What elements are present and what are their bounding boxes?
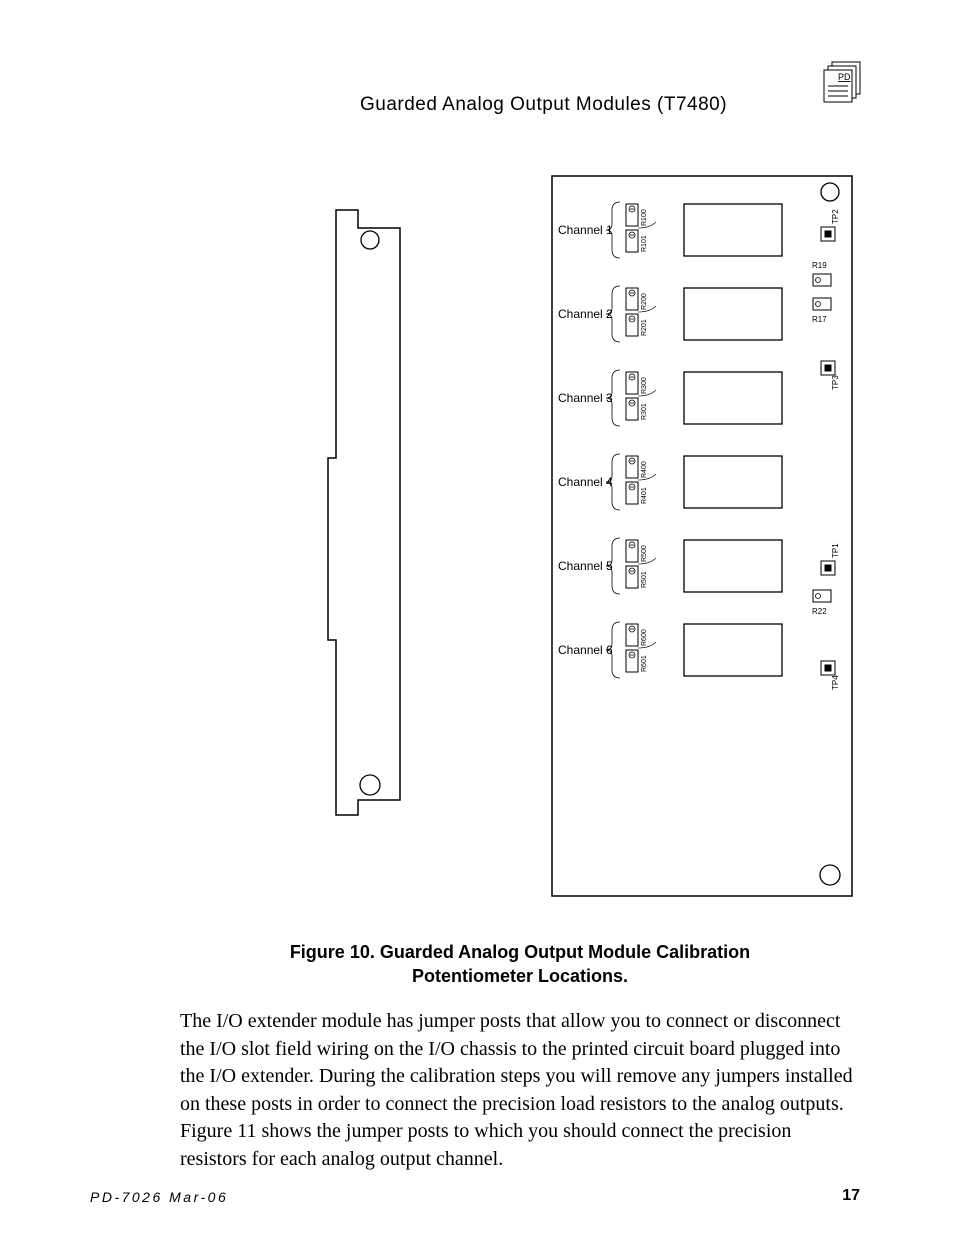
resistor [813, 274, 831, 286]
test-point: TP4 [821, 661, 840, 690]
header-title: Guarded Analog Output Modules (T7480) [360, 94, 727, 116]
potentiometer: R600 [626, 624, 648, 646]
mounting-hole [361, 231, 379, 249]
ref-designator: R300 [641, 377, 648, 394]
ref-designator: R400 [641, 461, 648, 478]
test-point: TP2 [821, 209, 840, 241]
channel-label: Channel 3 [558, 391, 613, 405]
channel-brace [606, 622, 620, 678]
mounting-hole [360, 775, 380, 795]
channel-label: Channel 4 [558, 475, 613, 489]
tp-label: TP1 [831, 543, 840, 558]
caption-line-1: Figure 10. Guarded Analog Output Module … [290, 942, 750, 962]
resistor [813, 298, 831, 310]
potentiometer: R301 [626, 398, 648, 420]
footer-doc-id: PD-7026 Mar-06 [90, 1189, 228, 1205]
mounting-hole [821, 183, 839, 201]
ref-designator: R600 [641, 629, 648, 646]
ref-designator: R22 [812, 607, 827, 616]
potentiometer: R601 [626, 650, 648, 672]
channel-label: Channel 6 [558, 643, 613, 657]
potentiometer: R401 [626, 482, 648, 504]
tp-label: TP2 [831, 209, 840, 224]
potentiometer: R300 [626, 372, 648, 394]
mounting-hole [820, 865, 840, 885]
footer-page-number: 17 [842, 1187, 860, 1205]
potentiometer: R201 [626, 314, 648, 336]
ic-chip [684, 456, 782, 508]
figure-caption: Figure 10. Guarded Analog Output Module … [180, 940, 860, 989]
board-outline [328, 210, 400, 815]
ref-designator: R101 [641, 235, 648, 252]
ref-designator: R500 [641, 545, 648, 562]
channel-brace [606, 538, 620, 594]
channel-brace [606, 202, 620, 258]
potentiometer: R500 [626, 540, 648, 562]
body-paragraph: The I/O extender module has jumper posts… [180, 1008, 860, 1174]
potentiometer: R100 [626, 204, 648, 226]
pd-icon: PD [820, 60, 864, 109]
test-point: TP1 [821, 543, 840, 575]
page: Guarded Analog Output Modules (T7480) PD… [0, 0, 954, 1235]
potentiometer: R101 [626, 230, 648, 252]
ref-designator: R17 [812, 315, 827, 324]
ref-designator: R100 [641, 209, 648, 226]
tp-label: TP3 [831, 375, 840, 390]
figure-diagram: Channel 1 R100 R101 Channel 2 R200 R201 Channe… [300, 170, 860, 915]
channel-label: Channel 2 [558, 307, 613, 321]
ref-designator: R501 [641, 571, 648, 588]
tp-label: TP4 [831, 675, 840, 690]
potentiometer: R200 [626, 288, 648, 310]
ref-designator: R201 [641, 319, 648, 336]
potentiometer: R400 [626, 456, 648, 478]
ic-chip [684, 204, 782, 256]
ic-chip [684, 540, 782, 592]
test-point: TP3 [821, 361, 840, 390]
potentiometer: R501 [626, 566, 648, 588]
channel-brace [606, 454, 620, 510]
channel-label: Channel 1 [558, 223, 613, 237]
component-panel [552, 176, 852, 896]
channel-brace [606, 286, 620, 342]
channel-label: Channel 5 [558, 559, 613, 573]
pd-icon-label: PD [838, 72, 851, 82]
ref-designator: R19 [812, 261, 827, 270]
ref-designator: R401 [641, 487, 648, 504]
ic-chip [684, 624, 782, 676]
ic-chip [684, 372, 782, 424]
ic-chip [684, 288, 782, 340]
resistor [813, 590, 831, 602]
ref-designator: R601 [641, 655, 648, 672]
ref-designator: R200 [641, 293, 648, 310]
caption-line-2: Potentiometer Locations. [412, 966, 628, 986]
channel-brace [606, 370, 620, 426]
ref-designator: R301 [641, 403, 648, 420]
